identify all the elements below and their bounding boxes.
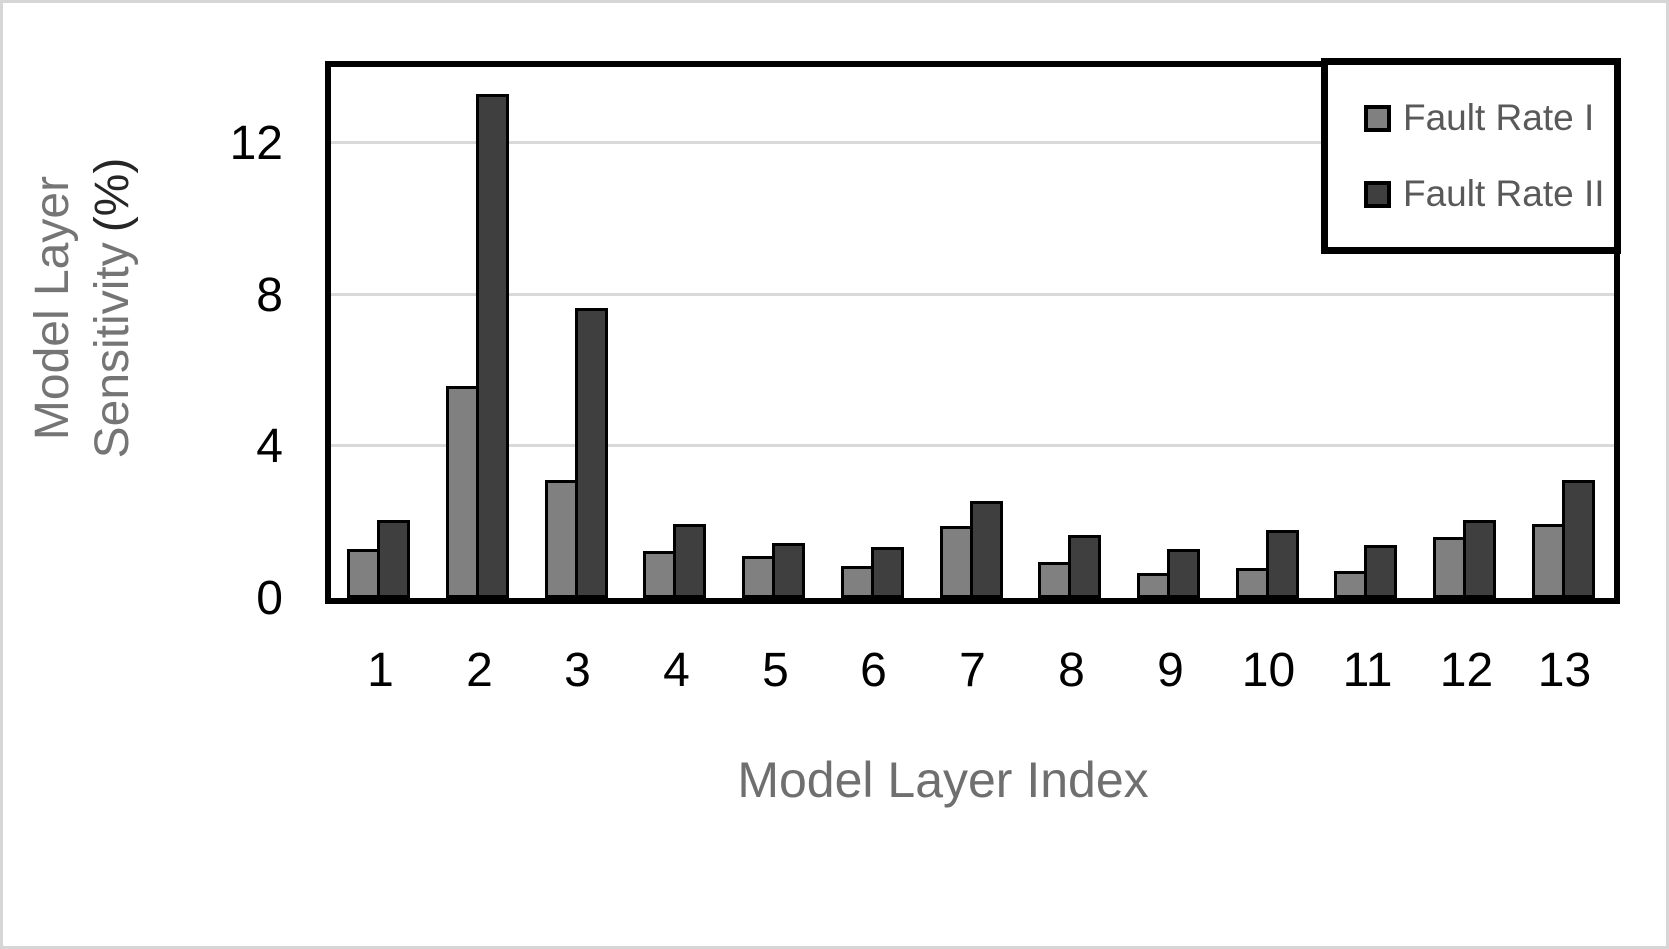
y-tick-12: 12 [229, 117, 283, 170]
bar-cat1-series2 [377, 520, 410, 598]
x-tick-7: 7 [959, 644, 986, 697]
bar-cat7-series2 [970, 501, 1003, 598]
gridline-y4 [331, 444, 1614, 448]
x-tick-4: 4 [663, 644, 690, 697]
x-tick-8: 8 [1058, 644, 1085, 697]
x-tick-5: 5 [762, 644, 789, 697]
legend-label: Fault Rate I [1403, 97, 1595, 138]
bar-cat8-series2 [1068, 535, 1101, 598]
bar-cat9-series2 [1167, 549, 1200, 598]
x-tick-3: 3 [564, 644, 591, 697]
bar-cat1-series1 [347, 549, 380, 598]
x-tick-12: 12 [1439, 644, 1494, 697]
x-tick-11: 11 [1342, 644, 1393, 697]
x-tick-2: 2 [466, 644, 493, 697]
gridline-y8 [331, 292, 1614, 296]
bar-cat10-series2 [1266, 530, 1299, 598]
bar-cat12-series2 [1463, 520, 1496, 598]
bar-cat3-series1 [545, 480, 578, 598]
legend-item-1: Fault Rate I [1364, 97, 1614, 139]
x-tick-9: 9 [1157, 644, 1184, 697]
bar-cat4-series1 [643, 551, 676, 598]
bar-cat7-series1 [940, 526, 973, 598]
bar-cat8-series1 [1038, 562, 1071, 598]
x-tick-13: 13 [1537, 644, 1592, 697]
bar-cat10-series1 [1236, 568, 1269, 598]
y-tick-0: 0 [256, 572, 283, 625]
legend-swatch-icon [1364, 104, 1391, 132]
bar-cat2-series1 [446, 386, 479, 598]
legend-item-2: Fault Rate II [1364, 173, 1614, 215]
bar-cat12-series1 [1433, 537, 1466, 598]
x-tick-10: 10 [1241, 644, 1296, 697]
bar-cat11-series1 [1334, 571, 1367, 598]
x-axis-title: Model Layer Index [737, 752, 1149, 808]
y-axis-title-line1: Model Layer [26, 175, 79, 441]
gridline-y12 [331, 140, 1614, 144]
bar-cat5-series2 [772, 543, 805, 598]
bar-cat6-series1 [841, 566, 874, 598]
bar-cat13-series2 [1562, 480, 1595, 598]
legend-swatch-icon [1364, 180, 1391, 208]
bar-cat11-series2 [1364, 545, 1397, 598]
y-axis-unit: (%) [86, 157, 139, 233]
bar-cat5-series1 [742, 556, 775, 598]
bar-cat9-series1 [1137, 573, 1170, 598]
bar-cat4-series2 [673, 524, 706, 598]
legend-box: Fault Rate I Fault Rate II [1321, 58, 1621, 254]
x-tick-6: 6 [860, 644, 887, 697]
bar-cat2-series2 [476, 94, 509, 598]
legend-label: Fault Rate II [1403, 173, 1605, 214]
y-tick-8: 8 [256, 269, 283, 322]
y-tick-4: 4 [256, 420, 283, 473]
x-tick-1: 1 [367, 644, 394, 697]
y-axis-title-line2: Sensitivity [86, 242, 139, 459]
bar-cat3-series2 [575, 308, 608, 598]
bar-cat6-series2 [871, 547, 904, 598]
bar-cat13-series1 [1532, 524, 1565, 598]
